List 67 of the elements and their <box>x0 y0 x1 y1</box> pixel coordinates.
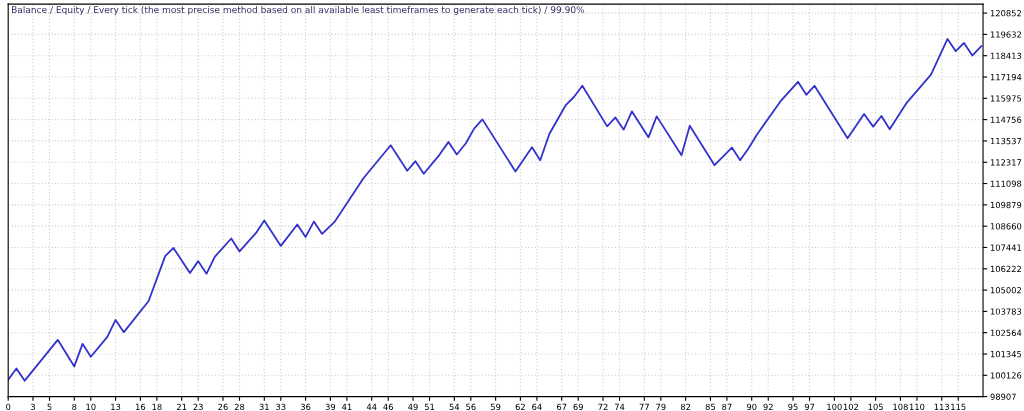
x-tick-label: 74 <box>614 403 625 410</box>
x-tick-label: 105 <box>868 403 883 411</box>
chart-title: Balance / Equity / Every tick (the most precise method based on all available least timeframes to generate each tick) / 99.90% <box>12 6 585 15</box>
y-tick-label: 101345 <box>990 350 1022 358</box>
x-tick-label: 51 <box>424 403 435 411</box>
x-tick-label: 33 <box>276 403 286 411</box>
y-tick-label: 102564 <box>990 329 1022 336</box>
x-tick-label: 56 <box>466 403 476 411</box>
x-tick-label: 59 <box>490 403 501 411</box>
x-tick-label: 108 <box>893 403 908 411</box>
y-tick-label: 115975 <box>990 95 1022 102</box>
y-tick-label: 112317 <box>990 159 1022 166</box>
x-tick-label: 46 <box>383 403 393 411</box>
y-tick-label: 113537 <box>990 137 1022 145</box>
x-tick-label: 95 <box>788 403 798 411</box>
y-tick-label: 98907 <box>990 393 1016 400</box>
y-tick-label: 108660 <box>990 223 1022 230</box>
x-tick-label: 79 <box>656 403 666 411</box>
x-tick-label: 69 <box>573 403 583 411</box>
y-tick-label: 111098 <box>990 180 1022 187</box>
x-tick-label: 113 <box>934 403 950 411</box>
x-tick-label: 36 <box>300 403 311 411</box>
x-tick-label: 102 <box>843 403 858 411</box>
x-tick-label: 82 <box>680 403 691 411</box>
x-tick-label: 72 <box>598 403 608 410</box>
y-tick-label: 103783 <box>990 308 1022 315</box>
x-tick-label: 92 <box>763 403 773 411</box>
x-tick-label: 85 <box>705 403 715 411</box>
x-tick-label: 87 <box>722 403 732 411</box>
line-series <box>8 38 983 382</box>
x-tick-label: 97 <box>804 403 815 411</box>
y-tick-label: 109879 <box>990 201 1022 209</box>
x-tick-label: 100 <box>827 403 842 411</box>
y-tick-label: 118413 <box>990 52 1022 59</box>
x-tick-label: 49 <box>408 403 418 411</box>
y-tick-label: 114756 <box>990 116 1022 123</box>
x-tick-label: 13 <box>111 403 121 411</box>
y-tick-label: 120852 <box>990 10 1021 17</box>
y-tick-label: 107441 <box>990 244 1022 251</box>
x-tick-label: 62 <box>515 403 525 411</box>
x-tick-label: 16 <box>135 403 146 411</box>
x-tick-label: 90 <box>746 403 757 411</box>
y-tick-label: 106222 <box>990 265 1021 273</box>
x-tick-label: 67 <box>556 403 567 411</box>
x-tick-label: 23 <box>193 403 203 411</box>
x-tick-label: 54 <box>449 403 460 411</box>
y-tick-label: 119632 <box>990 31 1021 38</box>
x-tick-label: 10 <box>86 403 96 411</box>
x-tick-label: 64 <box>532 403 542 411</box>
x-tick-label: 8 <box>72 403 77 411</box>
x-tick-label: 5 <box>47 403 52 411</box>
x-tick-label: 110 <box>909 403 925 411</box>
x-tick-label: 26 <box>218 403 228 411</box>
x-tick-label: 0 <box>6 403 11 411</box>
x-tick-label: 31 <box>259 403 269 411</box>
y-tick-label: 117194 <box>990 73 1022 81</box>
x-tick-label: 18 <box>152 403 162 411</box>
x-tick-label: 41 <box>342 403 352 410</box>
x-tick-label: 39 <box>325 403 336 411</box>
x-tick-label: 3 <box>30 403 35 411</box>
x-tick-label: 28 <box>234 403 245 411</box>
x-tick-label: 77 <box>639 403 649 410</box>
x-tick-label: 44 <box>366 403 377 410</box>
y-tick-label: 100126 <box>990 372 1022 379</box>
y-tick-label: 105002 <box>990 287 1021 294</box>
x-tick-label: 115 <box>951 403 966 411</box>
x-tick-label: 21 <box>176 403 187 410</box>
